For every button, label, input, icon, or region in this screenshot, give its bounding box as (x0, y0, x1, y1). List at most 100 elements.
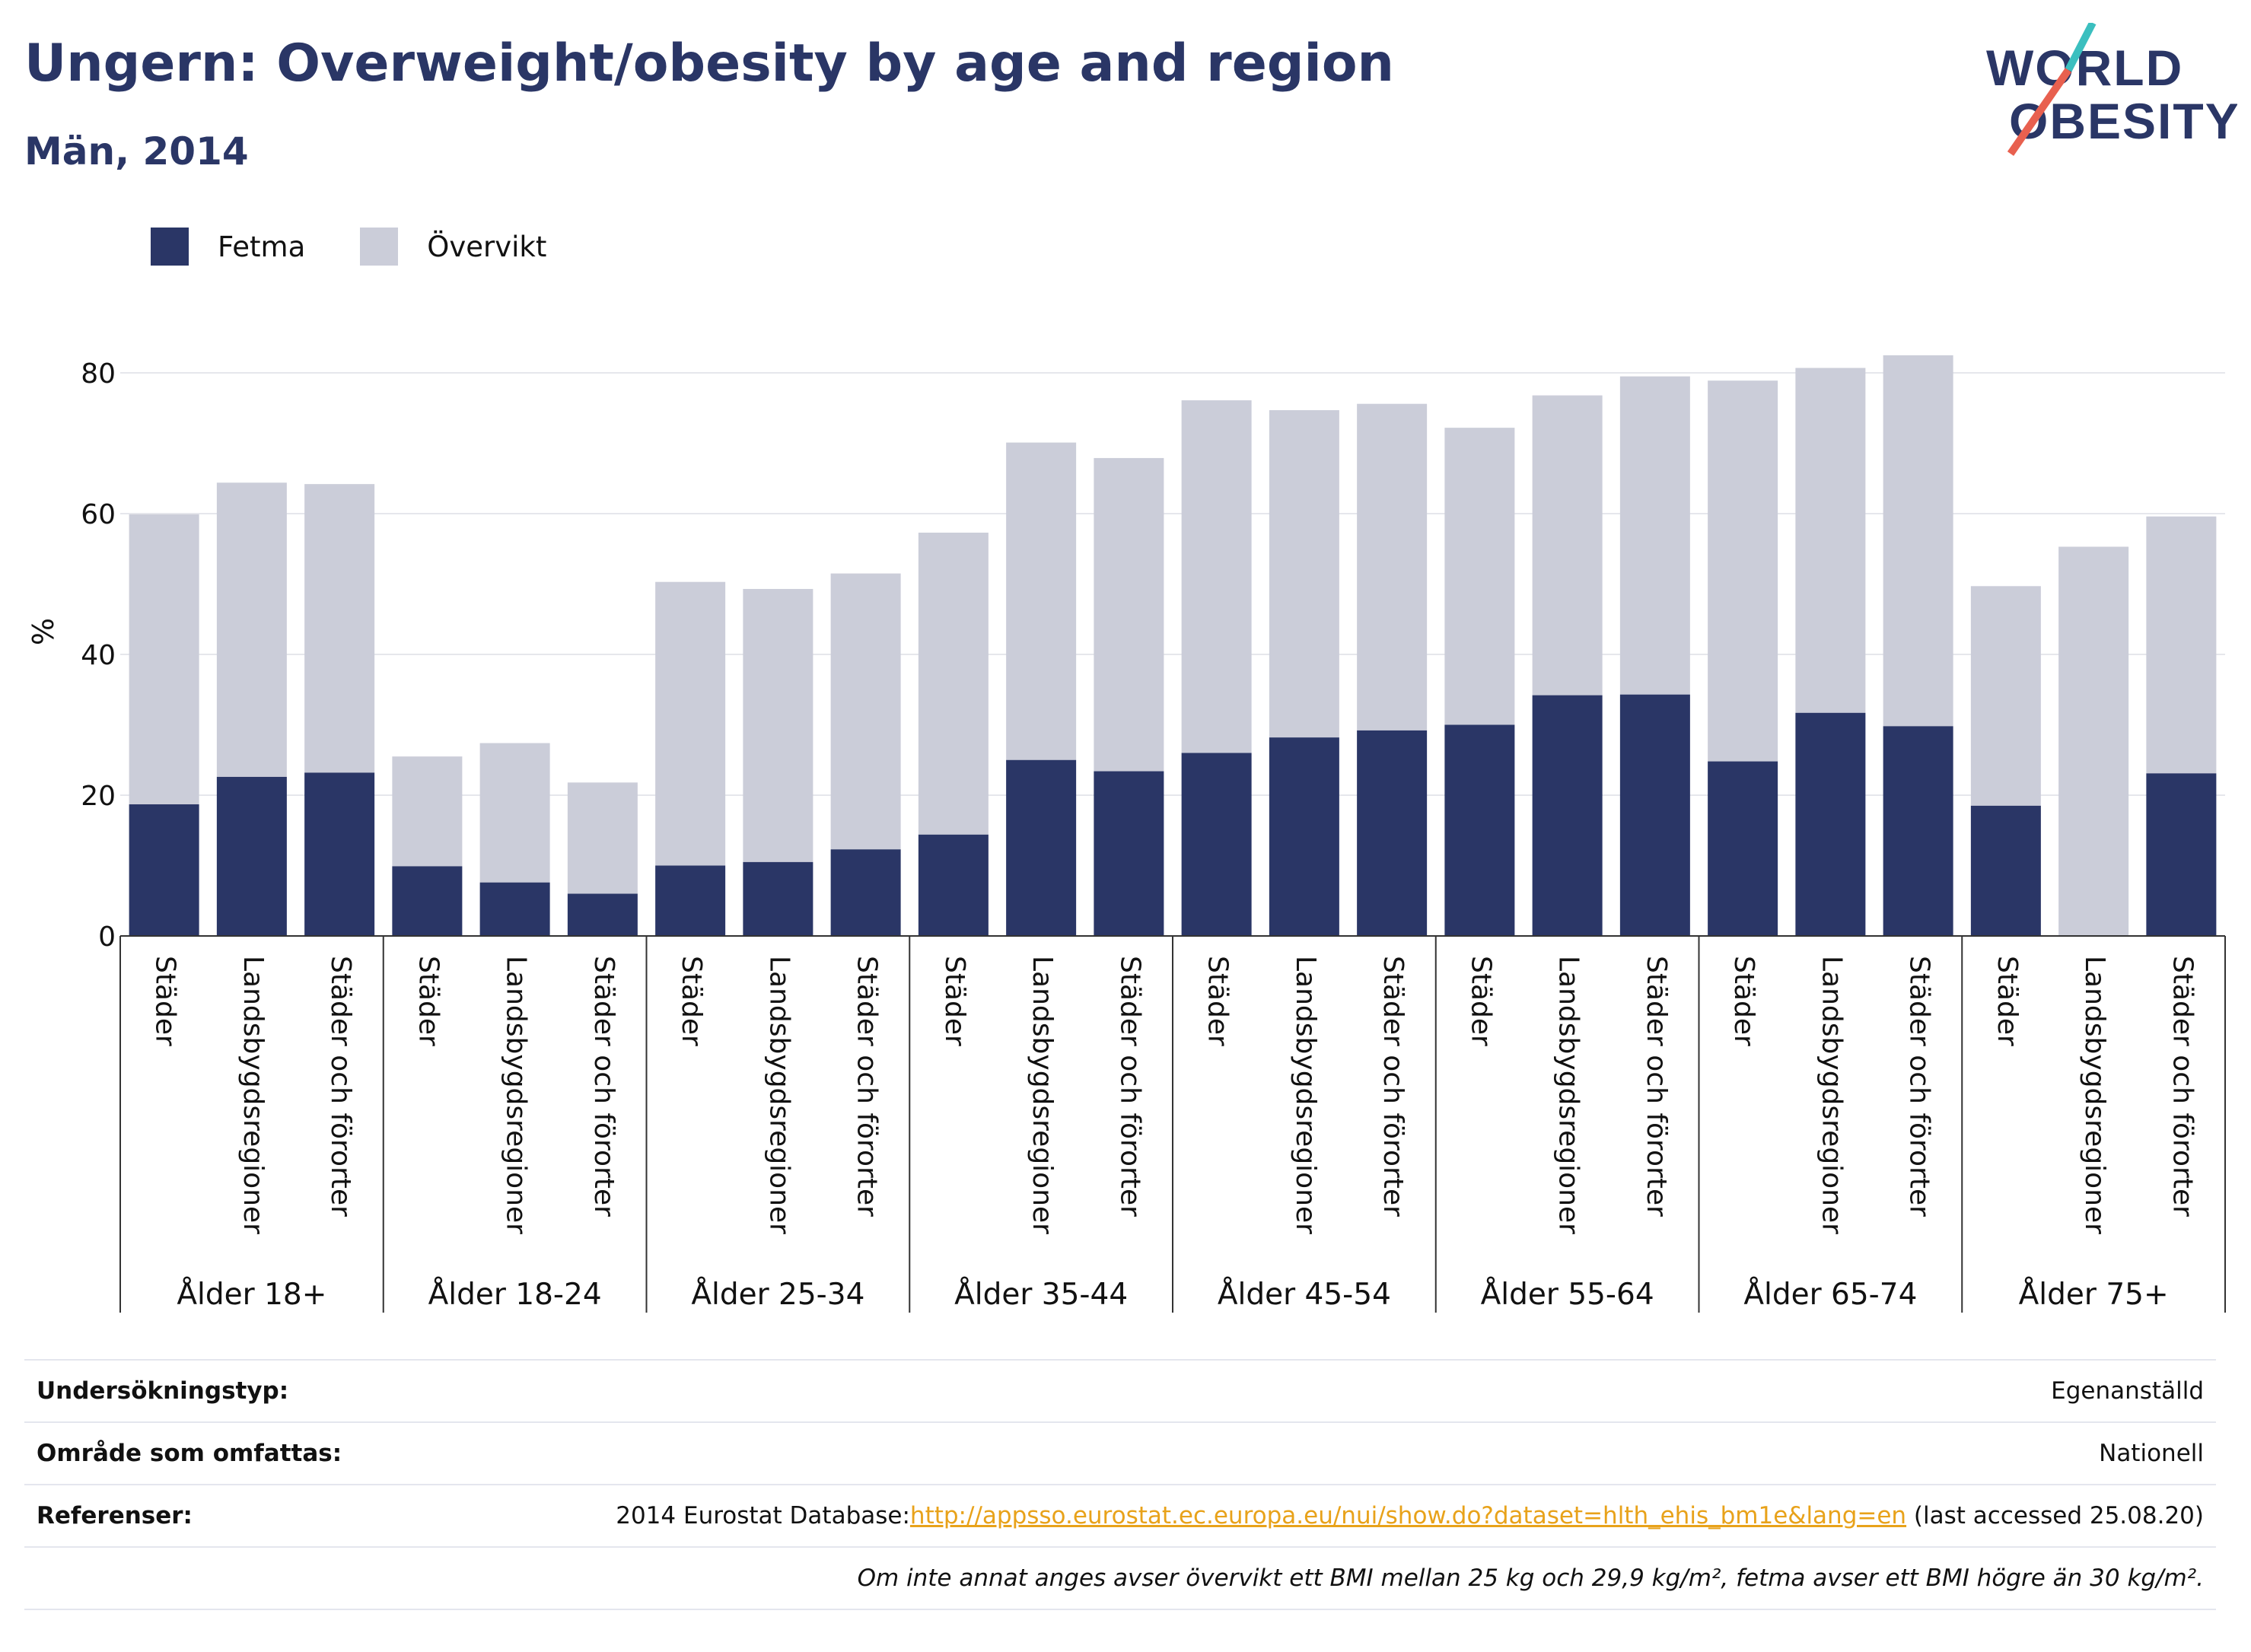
bar-fetma (1970, 805, 2041, 936)
x-tick-label: Städer (1728, 956, 1759, 1046)
references-value: 2014 Eurostat Database:http://appsso.eur… (616, 1502, 2204, 1529)
bar-overvikt (567, 782, 638, 894)
bar-fetma (567, 893, 638, 936)
x-tick-label: Landsbygdsregioner (2079, 956, 2110, 1234)
group-label: Ålder 55-64 (1481, 1276, 1654, 1312)
bar-overvikt (479, 743, 550, 883)
bar-fetma (1444, 724, 1515, 936)
bar-fetma (655, 865, 726, 936)
x-tick-label: Städer och förorter (2167, 956, 2198, 1217)
x-tick-label: Städer (1465, 956, 1496, 1046)
bar-overvikt (1444, 428, 1515, 725)
x-tick-label: Städer och förorter (325, 956, 356, 1217)
x-tick-label: Städer och förorter (588, 956, 619, 1217)
x-tick-label: Landsbygdsregioner (1816, 956, 1847, 1234)
bar-overvikt (1269, 410, 1339, 738)
x-tick-label: Städer och förorter (1641, 956, 1672, 1217)
x-tick-label: Landsbygdsregioner (1290, 956, 1321, 1234)
legend-item-overvikt[interactable]: Övervikt (360, 228, 546, 266)
x-tick-label: Städer (676, 956, 707, 1046)
bar-overvikt (1181, 400, 1252, 753)
bar-overvikt (1883, 355, 1953, 727)
x-tick-label: Städer och förorter (1904, 956, 1935, 1217)
x-tick-label: Städer och förorter (1377, 956, 1409, 1217)
area-value: Nationell (2099, 1440, 2204, 1467)
legend-swatch-overvikt (360, 228, 399, 266)
bar-fetma (918, 834, 989, 936)
stacked-bar-chart: 0 20 40 60 80% Städer Landsbygdsregioner Städer… (27, 355, 2226, 1313)
bar-fetma (743, 861, 813, 936)
bar-overvikt (1094, 457, 1164, 772)
survey-type-label: Undersökningstyp: (37, 1377, 289, 1405)
x-tick-label: Landsbygdsregioner (1553, 956, 1584, 1234)
legend-item-fetma[interactable]: Fetma (151, 228, 305, 266)
group-label: Ålder 18+ (177, 1276, 326, 1312)
bar-overvikt (1970, 586, 2041, 806)
group-label: Ålder 25-34 (691, 1276, 864, 1312)
bar-overvikt (1006, 442, 1077, 760)
bar-fetma (1795, 712, 1866, 936)
info-row-area: Område som omfattas: Nationell (24, 1423, 2216, 1485)
bar-fetma (1181, 753, 1252, 936)
bar-fetma (2146, 773, 2217, 936)
x-tick-label: Landsbygdsregioner (501, 956, 532, 1234)
y-tick-label: 20 (81, 781, 116, 812)
bar-overvikt (129, 514, 199, 805)
logo-word-world: WORLD (1986, 40, 2183, 96)
reference-link[interactable]: http://appsso.eurostat.ec.europa.eu/nui/… (909, 1502, 1907, 1529)
x-tick-label: Städer (939, 956, 970, 1046)
bar-overvikt (304, 484, 375, 773)
bar-overvikt (655, 581, 726, 866)
legend-label-overvikt: Övervikt (427, 230, 547, 263)
chart-title: Ungern: Overweight/obesity by age and re… (24, 33, 1394, 94)
definition-note: Om inte annat anges avser övervikt ett B… (857, 1564, 2204, 1592)
reference-suffix: (last accessed 25.08.20) (1906, 1502, 2204, 1529)
x-tick-label: Städer (1992, 956, 2023, 1046)
group-label: Ålder 18-24 (428, 1276, 602, 1312)
y-tick-label: 40 (81, 640, 116, 671)
reference-prefix: 2014 Eurostat Database: (616, 1502, 910, 1529)
y-tick-label: 80 (81, 358, 116, 390)
group-label: Ålder 75+ (2019, 1276, 2169, 1312)
references-label: Referenser: (37, 1502, 193, 1529)
y-tick-label: 60 (81, 499, 116, 530)
bar-fetma (1006, 759, 1077, 936)
x-tick-label: Städer (412, 956, 444, 1046)
y-tick-label: 0 (98, 921, 116, 953)
legend: Fetma Övervikt (151, 225, 601, 268)
bar-overvikt (216, 482, 287, 777)
bar-overvikt (1357, 403, 1428, 731)
y-axis-title: % (27, 618, 60, 645)
bar-fetma (304, 772, 375, 936)
group-label: Ålder 45-54 (1218, 1276, 1391, 1312)
world-obesity-logo: WORLD OBESITY (1986, 23, 2237, 156)
info-row-references: Referenser: 2014 Eurostat Database:http:… (24, 1485, 2216, 1548)
bar-overvikt (2058, 546, 2129, 936)
bar-fetma (1269, 737, 1339, 936)
bar-fetma (1094, 771, 1164, 936)
bar-overvikt (392, 756, 463, 867)
bar-fetma (129, 804, 199, 936)
legend-label-fetma: Fetma (218, 230, 306, 263)
x-tick-label: Städer och förorter (1114, 956, 1145, 1217)
group-label: Ålder 35-44 (954, 1276, 1128, 1312)
x-tick-label: Landsbygdsregioner (763, 956, 794, 1234)
info-table: Undersökningstyp: Egenanställd Område so… (24, 1359, 2216, 1610)
x-tick-label: Landsbygdsregioner (237, 956, 269, 1234)
info-row-note: Om inte annat anges avser övervikt ett B… (24, 1548, 2216, 1610)
bar-fetma (1708, 761, 1778, 936)
bar-overvikt (1532, 395, 1603, 695)
x-tick-label: Städer och förorter (852, 956, 883, 1217)
survey-type-value: Egenanställd (2051, 1377, 2204, 1405)
bar-fetma (1619, 694, 1690, 936)
bar-fetma (216, 776, 287, 936)
logo-slash-red (2007, 68, 2072, 156)
bar-overvikt (830, 573, 901, 850)
bar-overvikt (1708, 380, 1778, 762)
bar-overvikt (1619, 376, 1690, 695)
x-tick-label: Städer (150, 956, 181, 1046)
group-label: Ålder 65-74 (1743, 1276, 1917, 1312)
bar-fetma (392, 866, 463, 936)
bar-overvikt (1795, 368, 1866, 713)
bar-fetma (1357, 730, 1428, 936)
